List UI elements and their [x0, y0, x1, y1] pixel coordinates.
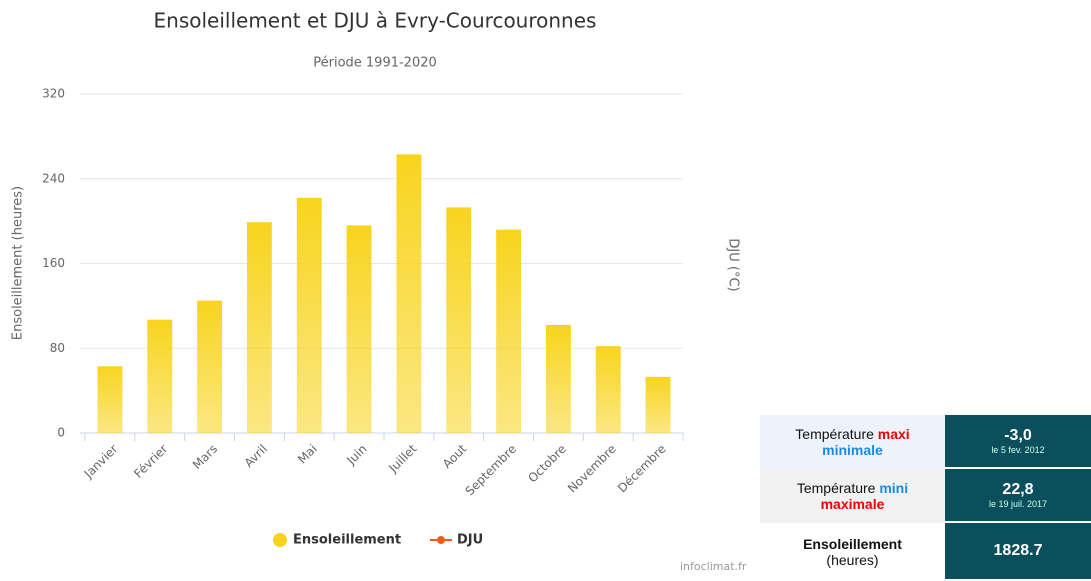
x-tick-label: Avril: [242, 442, 270, 470]
row-label: Température mini maximale: [760, 469, 945, 523]
y-tick-label: 0: [57, 426, 65, 440]
x-tick-label: Février: [131, 442, 170, 481]
x-tick-label: Juin: [343, 442, 369, 468]
bar: [346, 225, 372, 433]
bar: [595, 346, 621, 433]
date-text: le 5 fev. 2012: [991, 445, 1045, 455]
chart-subtitle: Période 1991-2020: [313, 56, 437, 71]
bar: [97, 366, 123, 433]
credit: infoclimat.fr: [680, 560, 747, 573]
x-tick-label: Novembre: [565, 442, 619, 496]
y-axis-label: Ensoleillement (heures): [11, 186, 26, 340]
row-value: -3,0 le 5 fev. 2012: [945, 415, 1091, 469]
legend-marker: [273, 533, 287, 547]
bar: [296, 197, 322, 433]
label-text: maxi: [877, 426, 910, 442]
x-tick-label: Mai: [295, 442, 320, 467]
x-tick-label: Octobre: [525, 442, 569, 486]
table-row: Ensoleillement (heures) 1828.7: [760, 523, 1091, 581]
chart: Ensoleillement et DJU à Evry-Courcouronn…: [11, 9, 747, 574]
value-text: 22,8: [1002, 481, 1034, 498]
value-text: 1828.7: [993, 542, 1043, 559]
y2-axis-label: DJU (°C): [726, 238, 741, 291]
value-text: -3,0: [1004, 427, 1032, 444]
table-row: Température mini maximale 22,8 le 19 juil.…: [760, 469, 1091, 523]
bar: [197, 300, 223, 433]
legend-label: Ensoleillement: [293, 533, 401, 548]
date-text: le 19 juil. 2017: [988, 499, 1048, 509]
label-text: minimale: [822, 442, 883, 458]
bar: [396, 154, 422, 433]
label-text: Ensoleillement: [803, 536, 902, 552]
bar: [246, 222, 272, 433]
label-text: Température: [795, 426, 874, 442]
label-text: (heures): [826, 552, 879, 568]
bar: [496, 229, 522, 433]
bar: [446, 207, 472, 433]
legend-label: DJU: [457, 533, 483, 548]
bar: [545, 324, 571, 433]
label-text: mini: [879, 480, 909, 496]
table-row: Température maxi minimale -3,0 le 5 fev. 2…: [760, 415, 1091, 469]
bar: [147, 319, 173, 433]
y-tick-label: 80: [50, 341, 65, 355]
stats-table: Température maxi minimale -3,0 le 5 fev. 2…: [760, 415, 1091, 581]
label-text: Température: [796, 480, 876, 496]
bar: [645, 376, 671, 433]
x-tick-label: Juillet: [385, 441, 419, 475]
row-label: Ensoleillement (heures): [760, 523, 945, 581]
row-label: Température maxi minimale: [760, 415, 945, 469]
y-tick-label: 240: [42, 171, 65, 185]
label-text: maximale: [820, 496, 885, 512]
x-tick-label: Décembre: [615, 442, 669, 496]
x-tick-label: Septembre: [463, 442, 520, 499]
legend-marker: [437, 536, 445, 544]
y-tick-label: 320: [42, 87, 65, 101]
y-tick-label: 160: [42, 256, 65, 270]
x-tick-label: Mars: [190, 442, 220, 472]
row-value: 22,8 le 19 juil. 2017: [945, 469, 1091, 523]
row-value: 1828.7: [945, 523, 1091, 581]
x-tick-label: Aout: [440, 441, 470, 471]
x-tick-label: Janvier: [81, 442, 121, 482]
chart-title: Ensoleillement et DJU à Evry-Courcouronn…: [154, 9, 597, 33]
